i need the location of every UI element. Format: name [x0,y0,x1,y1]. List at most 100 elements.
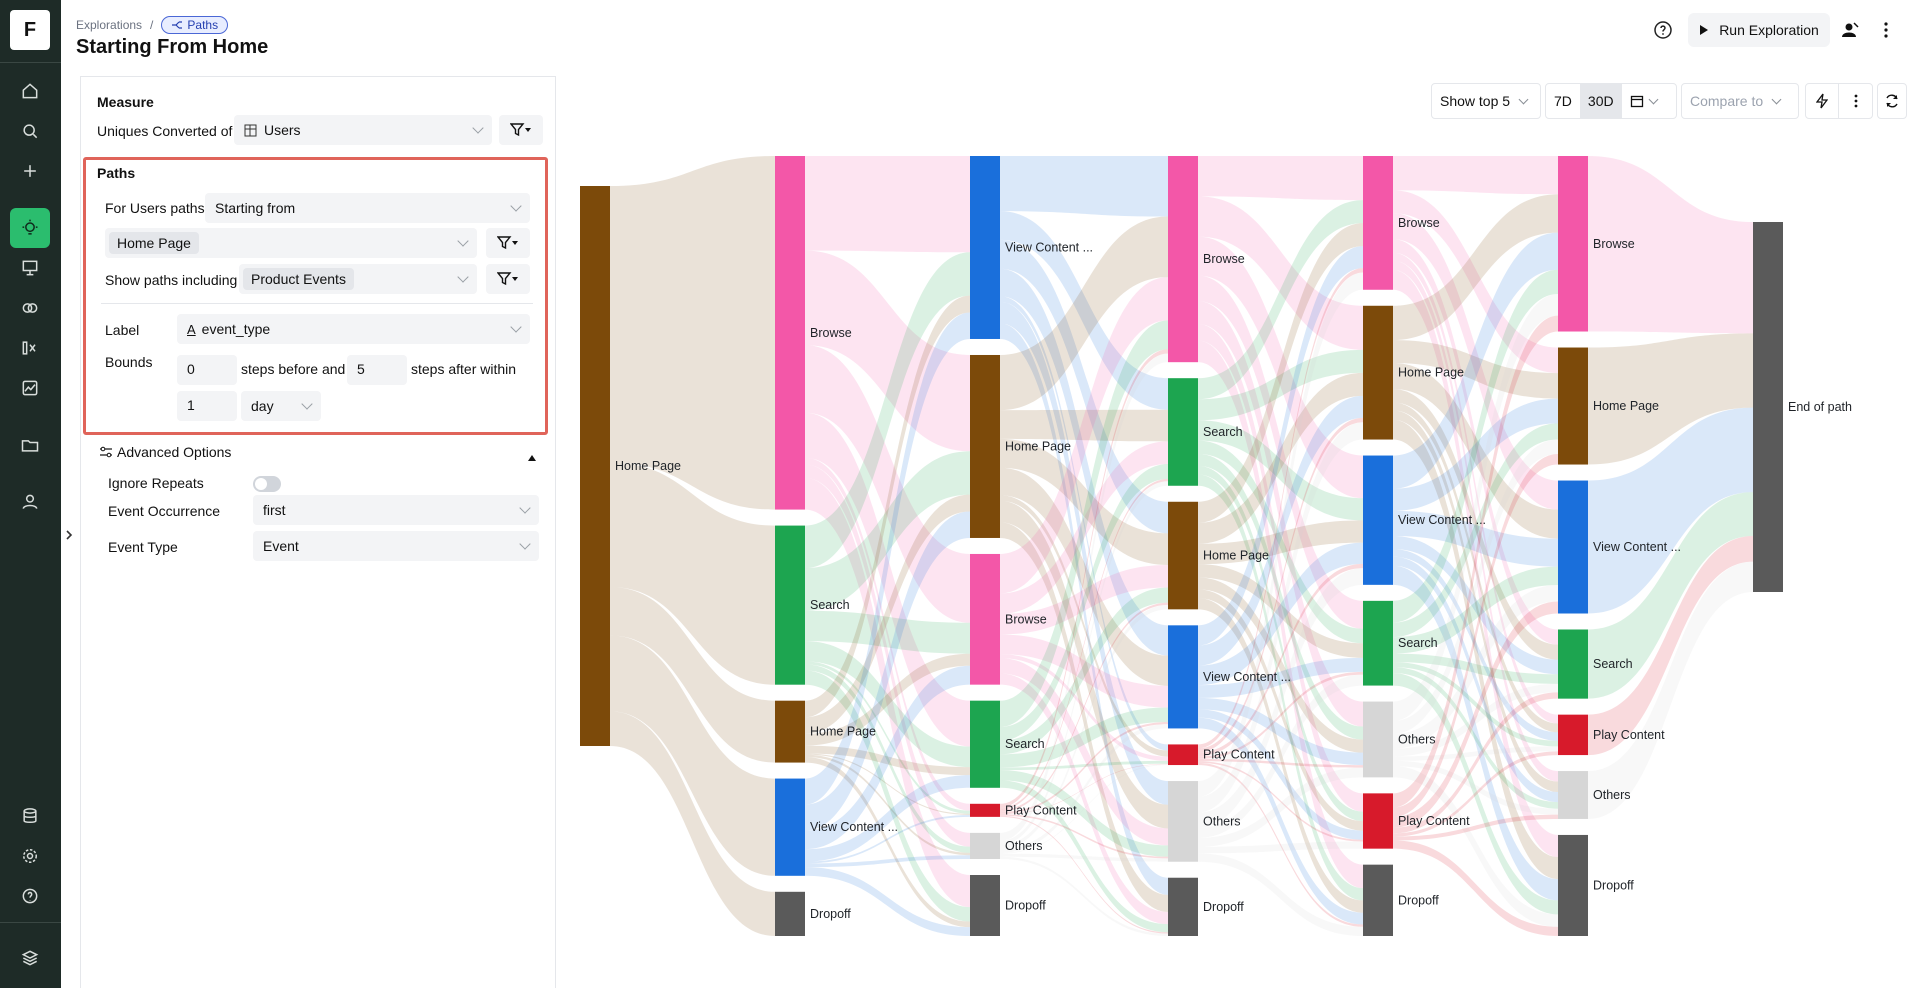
link-2-play-content-to-search[interactable] [1000,478,1168,810]
link-2-view-content-to-dropoff[interactable] [1000,323,1168,895]
link-3-home-page-to-others[interactable] [1198,577,1363,753]
link-3-others-to-dropoff[interactable] [1198,853,1363,936]
link-3-browse-to-search[interactable] [1198,275,1363,629]
link-2-view-content-to-play-content[interactable] [1000,296,1168,751]
event-occurrence-select[interactable]: first [253,495,539,525]
link-4-play-content-to-dropoff[interactable] [1393,840,1558,936]
link-4-search-to-play-content[interactable] [1393,662,1558,747]
link-0-home-page-to-view-content[interactable] [610,635,775,876]
link-3-view-content-to-browse[interactable] [1198,246,1363,646]
link-3-home-page-to-play-content[interactable] [1198,589,1363,831]
link-2-browse-to-play-content[interactable] [1000,654,1168,761]
link-1-browse-to-browse[interactable] [805,345,970,623]
link-4-play-content-to-view-content[interactable] [1393,601,1558,828]
link-3-search-to-home-page[interactable] [1198,349,1363,421]
steps-after-input[interactable]: 5 [347,355,407,385]
link-2-home-page-to-search[interactable] [1000,409,1168,442]
ignore-repeats-toggle[interactable] [253,476,281,492]
link-3-home-page-to-view-content[interactable] [1198,520,1363,565]
link-3-search-to-dropoff[interactable] [1198,474,1363,901]
link-2-play-content-to-others[interactable] [1000,814,1168,859]
link-4-home-page-to-others[interactable] [1393,410,1558,792]
link-3-others-to-browse[interactable] [1198,272,1363,797]
measure-filter-button[interactable] [499,115,543,145]
link-3-home-page-to-home-page[interactable] [1198,372,1363,544]
database-icon[interactable] [10,796,50,836]
link-2-home-page-to-view-content[interactable] [1000,467,1168,686]
link-2-browse-to-dropoff[interactable] [1000,673,1168,925]
link-1-view-content-to-others[interactable] [805,855,970,868]
home-icon[interactable] [10,71,50,111]
link-3-play-content-to-home-page[interactable] [1198,417,1363,753]
link-4-search-to-browse[interactable] [1393,269,1558,623]
within-value-input[interactable]: 1 [177,391,237,421]
link-3-view-content-to-others[interactable] [1198,697,1363,766]
page-title[interactable]: Starting From Home [76,36,269,58]
link-4-home-page-to-play-content[interactable] [1393,402,1558,733]
link-5-home-page-to-end-of-path[interactable] [1588,333,1753,465]
link-3-home-page-to-search[interactable] [1198,564,1363,658]
range-30d-button[interactable]: 30D [1579,84,1622,118]
link-2-view-content-to-browse[interactable] [1000,156,1168,217]
link-2-browse-to-others[interactable] [1000,658,1168,846]
link-3-search-to-search[interactable] [1198,440,1363,644]
link-3-browse-to-others[interactable] [1198,301,1363,727]
link-2-search-to-dropoff[interactable] [1000,780,1168,933]
search-icon[interactable] [10,111,50,151]
link-3-browse-to-home-page[interactable] [1198,196,1363,350]
breadcrumb-root[interactable]: Explorations [76,18,143,32]
node-step2-view-content[interactable] [970,156,1000,339]
link-4-search-to-others[interactable] [1393,667,1558,809]
link-4-browse-to-play-content[interactable] [1393,252,1558,724]
link-3-browse-to-dropoff[interactable] [1198,340,1363,889]
node-step3-play-content[interactable] [1168,744,1198,766]
link-1-search-to-dropoff[interactable] [805,670,970,922]
node-step1-search[interactable] [775,525,805,685]
link-4-play-content-to-search[interactable] [1393,692,1558,834]
path-direction-select[interactable]: Starting from [205,193,530,223]
link-1-search-to-view-content[interactable] [805,252,970,569]
link-3-view-content-to-view-content[interactable] [1198,542,1363,686]
link-4-play-content-to-home-page[interactable] [1393,453,1558,818]
more-vertical-icon[interactable] [1870,13,1902,47]
link-4-play-content-to-browse[interactable] [1393,315,1558,808]
link-3-view-content-to-home-page[interactable] [1198,395,1363,666]
link-2-play-content-to-view-content[interactable] [1000,721,1168,814]
link-2-play-content-to-dropoff[interactable] [1000,815,1168,934]
link-4-play-content-to-play-content[interactable] [1393,751,1558,837]
link-5-browse-to-end-of-path[interactable] [1588,156,1753,334]
link-4-others-to-home-page[interactable] [1393,439,1558,734]
link-4-play-content-to-others[interactable] [1393,814,1558,841]
node-step2-play-content[interactable] [970,803,1000,817]
label-property-select[interactable]: A event_type [177,314,530,344]
link-4-view-content-to-others[interactable] [1393,556,1558,803]
link-2-others-to-play-content[interactable] [1000,764,1168,854]
link-4-home-page-to-browse[interactable] [1393,194,1558,341]
node-step4-browse[interactable] [1363,156,1393,290]
node-step5-home-page[interactable] [1558,347,1588,465]
range-7d-button[interactable]: 7D [1554,93,1572,109]
expand-sidebar-button[interactable] [61,525,77,545]
link-1-home-page-to-browse[interactable] [805,653,970,746]
link-4-home-page-to-dropoff[interactable] [1393,419,1558,880]
chart-more-icon[interactable] [1839,84,1872,118]
link-1-search-to-browse[interactable] [805,610,970,654]
node-step6-end-of-path[interactable] [1753,222,1783,592]
link-3-home-page-to-dropoff[interactable] [1198,598,1363,913]
link-2-search-to-home-page[interactable] [1000,587,1168,755]
link-3-others-to-search[interactable] [1198,674,1363,838]
link-2-browse-to-home-page[interactable] [1000,564,1168,635]
include-filter-button[interactable] [486,264,530,294]
start-event-select[interactable]: Home Page [105,228,477,258]
link-3-search-to-browse[interactable] [1198,200,1363,400]
link-5-others-to-end-of-path[interactable] [1588,561,1753,819]
node-step1-view-content[interactable] [775,778,805,876]
link-1-view-content-to-view-content[interactable] [805,312,970,805]
link-4-others-to-search[interactable] [1393,683,1558,757]
node-step2-search[interactable] [970,700,1000,788]
link-2-home-page-to-home-page[interactable] [1000,438,1168,565]
node-step4-home-page[interactable] [1363,305,1393,440]
node-step5-browse[interactable] [1558,156,1588,332]
link-4-search-to-view-content[interactable] [1393,566,1558,654]
link-1-browse-to-dropoff[interactable] [805,478,970,908]
